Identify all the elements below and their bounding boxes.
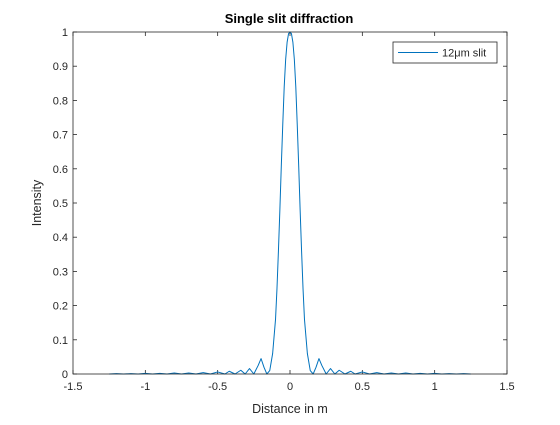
y-axis-label: Intensity [30, 179, 44, 226]
x-tick-label: 0.5 [355, 381, 370, 393]
y-tick-label: 0.9 [53, 61, 68, 73]
plot-area [73, 32, 507, 374]
y-tick-label: 0 [62, 369, 68, 381]
x-tick-label: 1 [432, 381, 438, 393]
y-tick-label: 0.3 [53, 266, 68, 278]
y-tick-label: 0.1 [53, 335, 68, 347]
y-tick-label: 0.5 [53, 198, 68, 210]
y-tick-label: 0.2 [53, 301, 68, 313]
x-tick-label: 0 [287, 381, 293, 393]
legend-entry-label: 12μm slit [442, 48, 486, 60]
y-tick-label: 0.7 [53, 130, 68, 142]
chart-title: Single slit diffraction [225, 11, 354, 26]
y-tick-label: 0.4 [53, 232, 68, 244]
y-tick-label: 1 [62, 27, 68, 39]
x-tick-label: -1 [140, 381, 150, 393]
y-tick-label: 0.6 [53, 164, 68, 176]
x-tick-label: -1.5 [64, 381, 83, 393]
x-tick-label: -0.5 [208, 381, 227, 393]
legend: 12μm slit [393, 42, 497, 63]
x-tick-label: 1.5 [499, 381, 514, 393]
y-tick-label: 0.8 [53, 95, 68, 107]
x-axis-label: Distance in m [252, 402, 328, 416]
